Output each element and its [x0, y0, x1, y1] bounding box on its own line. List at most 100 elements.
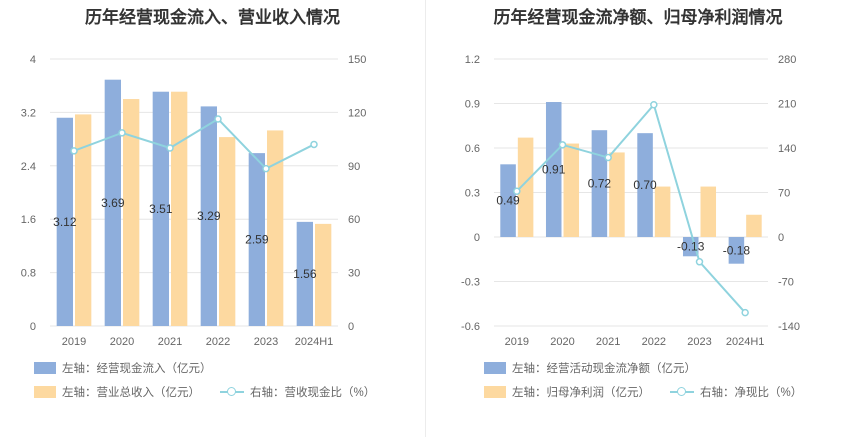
y-left-tick-label: 0: [474, 232, 480, 244]
bar-secondary: [700, 186, 717, 237]
bar-secondary: [171, 91, 188, 327]
x-tick-label: 2020: [110, 336, 134, 348]
legend-label: 右轴：净现比（%）: [700, 387, 803, 399]
legend-label: 左轴：经营现金流入（亿元）: [62, 363, 212, 375]
ratio-point: [513, 187, 521, 195]
bar-secondary: [609, 152, 625, 237]
panel-divider: [425, 0, 426, 437]
y-right-tick-label: 70: [778, 188, 790, 200]
bar-data-label: 3.51: [149, 202, 173, 216]
y-left-tick-label: -0.6: [461, 321, 480, 333]
ratio-point: [118, 129, 126, 137]
bar-data-label: 1.56: [293, 267, 317, 281]
y-right-tick-label: -70: [778, 277, 794, 289]
y-right-tick-label: 0: [778, 232, 784, 244]
right-chart-panel: 历年经营现金流净额、归母净利润情况 -0.6 -140 -0.3 -70 0 0 0.3 70…: [426, 0, 850, 437]
legend-item-net-profit[interactable]: 左轴：归母净利润（亿元）: [484, 384, 650, 400]
bar-primary: [248, 153, 265, 326]
y-right-tick-label: 90: [348, 161, 360, 173]
y-left-tick-label: -0.3: [461, 277, 480, 289]
legend-swatch-blue: [34, 362, 56, 374]
x-tick-label: 2019: [62, 336, 86, 348]
x-tick-label: 2020: [550, 336, 574, 348]
bar-data-label: 0.91: [542, 163, 566, 177]
bar-secondary: [219, 137, 236, 326]
legend-swatch-orange: [484, 386, 506, 398]
bar-primary: [104, 79, 121, 326]
ratio-point: [70, 147, 78, 155]
bar-secondary: [654, 186, 671, 237]
bar-secondary: [75, 114, 92, 326]
bar-data-label: 3.69: [101, 196, 125, 210]
x-tick-label: 2024H1: [726, 336, 765, 348]
y-right-tick-label: -140: [778, 321, 800, 333]
legend-item-ratio[interactable]: 右轴：营收现金比（%）: [220, 384, 375, 400]
ratio-line: [73, 117, 315, 170]
ratio-point: [558, 141, 567, 149]
legend-label: 左轴：归母净利润（亿元）: [512, 387, 650, 399]
y-left-tick-label: 1.6: [21, 214, 36, 226]
y-left-tick-label: 0: [30, 321, 36, 333]
right-chart-title: 历年经营现金流净额、归母净利润情况: [493, 8, 783, 27]
x-tick-label: 2023: [254, 336, 278, 348]
bar-data-label: -0.13: [677, 240, 705, 254]
bar-data-label: 2.59: [245, 233, 269, 247]
y-right-tick-label: 150: [348, 54, 366, 66]
y-left-tick-label: 0.9: [465, 99, 480, 111]
bar-secondary: [315, 223, 332, 326]
legend-label: 左轴：经营活动现金流净额（亿元）: [512, 363, 696, 375]
ratio-point: [650, 101, 658, 109]
y-right-tick-label: 30: [348, 268, 360, 280]
bar-primary: [296, 221, 313, 326]
bar-primary: [56, 117, 73, 327]
legend-item-net-cash[interactable]: 左轴：经营活动现金流净额（亿元）: [484, 360, 696, 376]
bar-primary: [200, 106, 217, 326]
y-right-tick-label: 60: [348, 214, 360, 226]
left-chart-panel: 历年经营现金流入、营业收入情况 0 0 0.8 30 1.6 60 2.4 90 3.2 120 4…: [21, 8, 376, 400]
bar-data-label: 3.12: [53, 215, 77, 229]
right-chart-svg: -0.6 -140 -0.3 -70 0 0 0.3 70 0.6 140 0.9 210 1.2 280…: [461, 54, 800, 348]
ratio-point: [214, 115, 222, 123]
ratio-point: [695, 258, 704, 266]
ratio-point: [741, 308, 749, 317]
bar-data-label: -0.18: [723, 243, 751, 257]
y-right-tick-label: 280: [778, 54, 796, 66]
y-right-tick-label: 0: [348, 321, 354, 333]
legend-item-revenue[interactable]: 左轴：营业总收入（亿元）: [34, 384, 200, 400]
legend-item-cash-inflow[interactable]: 左轴：经营现金流入（亿元）: [34, 360, 212, 376]
legend-swatch-blue: [484, 362, 506, 374]
x-tick-label: 2022: [642, 336, 666, 348]
legend-label: 左轴：营业总收入（亿元）: [62, 387, 200, 399]
x-tick-label: 2019: [505, 336, 529, 348]
ratio-point: [262, 164, 270, 173]
left-chart-svg: 0 0 0.8 30 1.6 60 2.4 90 3.2 120 4 150 2019 2020 2021 2…: [21, 54, 367, 348]
bar-primary: [728, 237, 745, 264]
bar-secondary: [123, 99, 140, 326]
bar-data-label: 0.49: [496, 194, 520, 208]
legend-swatch-line: [670, 386, 694, 398]
legend-swatch-line: [220, 386, 244, 398]
left-chart-title: 历年经营现金流入、营业收入情况: [85, 8, 340, 27]
y-right-tick-label: 140: [778, 143, 796, 155]
y-right-tick-label: 210: [778, 99, 796, 111]
ratio-line: [516, 102, 746, 314]
y-left-tick-label: 3.2: [21, 107, 36, 119]
bar-data-label: 0.70: [633, 178, 657, 192]
legend-item-net-ratio[interactable]: 右轴：净现比（%）: [670, 384, 802, 400]
x-tick-label: 2021: [158, 336, 182, 348]
bar-secondary: [563, 143, 580, 237]
ratio-point: [310, 140, 318, 149]
bar-primary: [500, 164, 516, 237]
y-left-tick-label: 4: [30, 54, 36, 66]
y-left-tick-label: 0.6: [465, 143, 480, 155]
x-tick-label: 2023: [687, 336, 711, 348]
bar-data-label: 0.72: [588, 177, 612, 191]
bar-data-label: 3.29: [197, 209, 221, 223]
y-left-tick-label: 0.3: [465, 188, 480, 200]
x-tick-label: 2021: [596, 336, 620, 348]
legend-label: 右轴：营收现金比（%）: [250, 387, 376, 399]
ratio-point: [604, 153, 612, 162]
bar-secondary: [517, 137, 534, 237]
x-tick-label: 2024H1: [295, 336, 334, 348]
bar-primary: [637, 133, 653, 237]
